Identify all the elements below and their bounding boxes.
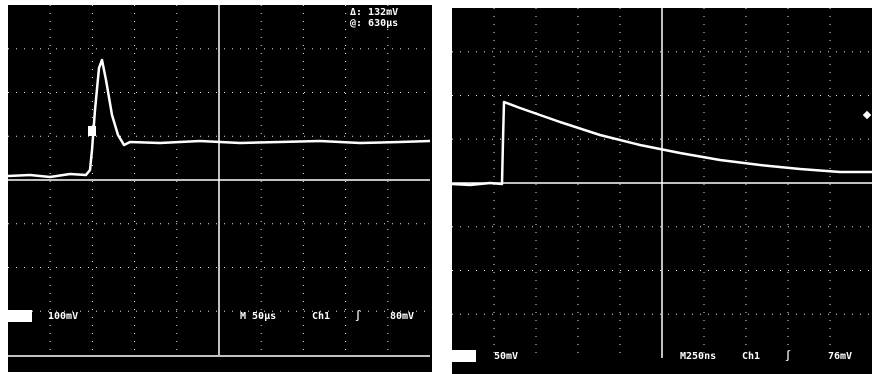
right-screen: 50mV M250ns Ch1 ∫ 76mV	[452, 8, 872, 374]
ch1-scale: 100mV	[48, 311, 78, 322]
trigger-slope: ∫	[785, 350, 791, 362]
trigger-slope: ∫	[355, 310, 361, 322]
ch1-scale: 50mV	[494, 351, 518, 362]
cursor-delta: Δ: 132mV	[350, 7, 398, 18]
trigger-marker	[88, 126, 96, 136]
cursor-position: @: 630µs	[350, 18, 398, 29]
left-screen: Δ: 132mV @: 630µs 100mV M 50µs Ch1 ∫ 80m…	[8, 5, 432, 372]
trigger-level: 80mV	[390, 311, 414, 322]
channel: Ch1	[312, 311, 330, 322]
channel-badge	[8, 310, 32, 322]
channel: Ch1	[742, 351, 760, 362]
oscilloscope-captures: Δ: 132mV @: 630µs 100mV M 50µs Ch1 ∫ 80m…	[0, 0, 872, 374]
trigger-level: 76mV	[828, 351, 852, 362]
timebase: M 50µs	[240, 311, 276, 322]
timebase: M250ns	[680, 351, 716, 362]
channel-badge	[452, 350, 476, 362]
